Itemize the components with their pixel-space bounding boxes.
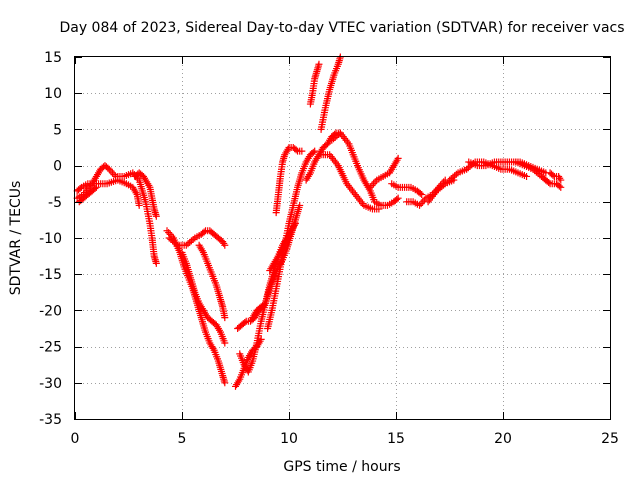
data-point-interp bbox=[104, 164, 112, 172]
x-tick-label: 0 bbox=[71, 431, 80, 447]
data-point bbox=[221, 241, 229, 249]
data-point-interp bbox=[166, 230, 174, 238]
data-point-interp bbox=[189, 235, 197, 243]
data-point-interp bbox=[545, 178, 553, 186]
data-point bbox=[152, 212, 160, 220]
data-point bbox=[221, 339, 229, 347]
data-point bbox=[557, 183, 565, 191]
y-tick-label: -30 bbox=[39, 376, 62, 392]
data-point bbox=[394, 154, 402, 162]
data-point bbox=[92, 183, 100, 191]
x-axis-tick-labels: 0 5 10 15 20 25 bbox=[71, 431, 619, 447]
y-tick-label: 0 bbox=[53, 159, 62, 175]
data-point bbox=[221, 314, 229, 322]
y-tick-label: -10 bbox=[39, 231, 62, 247]
data-point bbox=[557, 176, 565, 184]
data-point-interp bbox=[108, 169, 116, 177]
y-axis-label: SDTVAR / TECUs bbox=[8, 181, 24, 296]
y-tick-label: -20 bbox=[39, 303, 62, 319]
data-point-interp bbox=[309, 148, 317, 156]
axis-ticks bbox=[75, 57, 611, 420]
data-point bbox=[296, 201, 304, 209]
data-point-interp bbox=[91, 185, 99, 193]
x-axis-label: GPS time / hours bbox=[283, 459, 400, 475]
data-point bbox=[298, 147, 306, 155]
plot-frame bbox=[74, 56, 611, 420]
data-points bbox=[73, 53, 565, 390]
data-point bbox=[163, 227, 171, 235]
data-point-interp bbox=[556, 174, 564, 182]
data-point bbox=[135, 201, 143, 209]
data-point-interp bbox=[200, 228, 208, 236]
chart-title: Day 084 of 2023, Sidereal Day-to-day VTE… bbox=[59, 20, 624, 36]
y-tick-label: -35 bbox=[39, 412, 62, 428]
data-point-interp bbox=[555, 182, 563, 190]
y-tick-label: -15 bbox=[39, 267, 62, 283]
x-tick-label: 10 bbox=[280, 431, 298, 447]
data-point bbox=[221, 379, 229, 387]
y-tick-label: -5 bbox=[48, 195, 62, 211]
x-tick-label: 20 bbox=[494, 431, 512, 447]
data-point-interp bbox=[172, 240, 180, 248]
data-point bbox=[291, 220, 299, 228]
y-tick-label: 15 bbox=[44, 50, 62, 66]
x-tick-label: 5 bbox=[178, 431, 187, 447]
data-point-interp bbox=[416, 189, 424, 197]
data-point bbox=[311, 147, 319, 155]
x-tick-label: 25 bbox=[601, 431, 619, 447]
data-point-interp bbox=[76, 185, 84, 193]
data-point bbox=[375, 205, 383, 213]
data-point-interp bbox=[292, 146, 300, 154]
x-tick-label: 15 bbox=[387, 431, 405, 447]
data-point bbox=[523, 172, 531, 180]
y-tick-label: -25 bbox=[39, 340, 62, 356]
y-axis-tick-labels: 15 10 5 0 -5 -10 -15 -20 -25 -30 -35 bbox=[39, 50, 62, 428]
data-point bbox=[394, 194, 402, 202]
data-point bbox=[315, 60, 323, 68]
data-point-interp bbox=[110, 171, 118, 179]
y-tick-label: 10 bbox=[44, 86, 62, 102]
data-point-interp bbox=[452, 170, 460, 178]
data-point bbox=[257, 335, 265, 343]
data-point-interp bbox=[393, 195, 401, 203]
data-point-interp bbox=[241, 318, 249, 326]
data-point-interp bbox=[549, 171, 557, 179]
data-point-interp bbox=[417, 200, 425, 208]
data-point-interp bbox=[370, 180, 378, 188]
y-tick-label: 5 bbox=[53, 122, 62, 138]
data-point-interp bbox=[440, 181, 448, 189]
data-point bbox=[152, 259, 160, 267]
data-point bbox=[418, 191, 426, 199]
